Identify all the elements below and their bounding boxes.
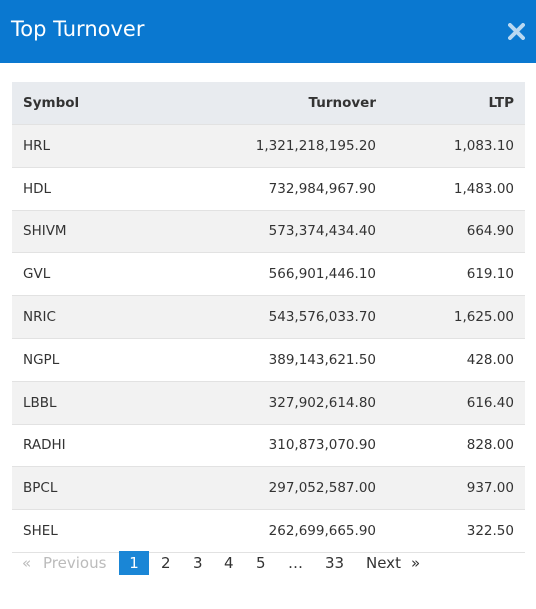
table-cell: 1,083.10 [453,137,514,154]
table-cell: LBBL [23,394,57,411]
column-header: Turnover [308,95,377,111]
table-row: HDL 732,984,967.90 1,483.00 [12,168,525,211]
table-row: BPCL 297,052,587.00 937.00 [12,467,525,511]
table-cell: 1,483.00 [453,180,514,197]
table-row: RADHI 310,873,070.90 828.00 [12,425,525,468]
modal-title: Top Turnover [11,17,145,41]
close-button[interactable] [508,23,525,40]
table-cell: GVL [23,266,51,283]
table-cell: 616.40 [466,394,514,411]
pagination: « Previous 1 2 3 4 5 … 33 Next » [0,551,536,576]
table-row: SHIVM 573,374,434.40 664.90 [12,210,525,254]
table-cell: 1,625.00 [453,309,514,326]
table-cell: 297,052,587.00 [268,480,376,497]
table-cell: 310,873,070.90 [268,437,376,454]
page-link: « [22,554,32,572]
table-cell: SHEL [23,523,58,540]
table-cell: 664.90 [466,223,514,240]
page-link: 1 [119,551,149,575]
page-link[interactable]: Next [366,554,401,572]
page-link[interactable]: 2 [161,554,171,572]
table-cell: BPCL [23,480,58,497]
table-row: HRL 1,321,218,195.20 1,083.10 [12,125,525,168]
table-cell: 322.50 [466,523,514,540]
table-cell: 327,902,614.80 [268,394,376,411]
table-row: NRIC 543,576,033.70 1,625.00 [12,296,525,339]
table-cell: 732,984,967.90 [268,180,376,197]
page-link[interactable]: … [288,554,303,572]
modal-header: Top Turnover [0,0,536,63]
table-cell: 566,901,446.10 [268,266,376,283]
column-header: Symbol [23,95,80,111]
table-cell: 937.00 [466,480,514,497]
table-row: NGPL 389,143,621.50 428.00 [12,339,525,382]
table-cell: 543,576,033.70 [268,309,376,326]
table-cell: 1,321,218,195.20 [255,137,376,154]
table-cell: HRL [23,137,51,154]
page-link: Previous [43,554,107,572]
table-cell: SHIVM [23,223,67,240]
table-row: SHEL 262,699,665.90 322.50 [12,510,525,553]
table-cell: NGPL [23,351,60,368]
table-cell: 389,143,621.50 [268,351,376,368]
page-link[interactable]: » [411,554,421,572]
table-row: GVL 566,901,446.10 619.10 [12,253,525,297]
table-cell: 573,374,434.40 [268,223,376,240]
table-cell: 262,699,665.90 [268,523,376,540]
table: Symbol Turnover LTP HRL 1,321,218,195.20 1,08… [12,82,525,553]
table-cell: HDL [23,180,52,197]
table-cell: RADHI [23,437,66,454]
page-link[interactable]: 4 [224,554,234,572]
page-link[interactable]: 33 [325,554,345,572]
table-row: LBBL 327,902,614.80 616.40 [12,381,525,425]
table-cell: 828.00 [466,437,514,454]
column-header: LTP [488,95,514,111]
page-link[interactable]: 3 [193,554,203,572]
table-cell: 619.10 [466,266,514,283]
table-header-row: Symbol Turnover LTP [12,82,525,125]
page-link[interactable]: 5 [256,554,266,572]
table-cell: 428.00 [466,351,514,368]
table-cell: NRIC [23,309,56,326]
